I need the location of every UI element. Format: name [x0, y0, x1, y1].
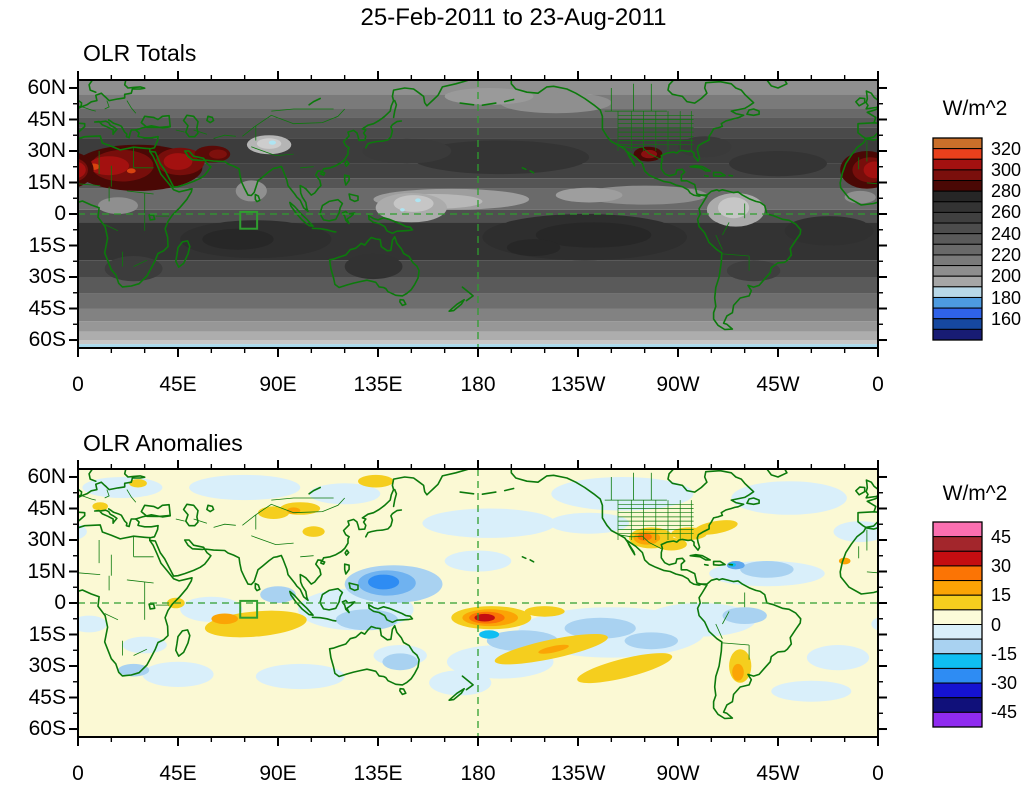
x-tick-label: 90E — [259, 373, 297, 396]
x-tick-label: 135E — [353, 373, 403, 396]
colorbar2-tick-label: -15 — [991, 643, 1018, 664]
colorbar1-units: W/m^2 — [942, 97, 1008, 120]
colorbar1-tick-label: 180 — [991, 287, 1022, 308]
y-tick-label: 30N — [27, 139, 66, 162]
y-tick-label: 45S — [28, 685, 66, 709]
colorbar1-tick-label: 260 — [991, 202, 1022, 223]
x-tick-label: 90E — [259, 762, 297, 785]
y-tick-label: 15N — [27, 559, 66, 583]
x-tick-label: 0 — [72, 373, 84, 396]
colorbar1-tick-label: 160 — [991, 308, 1022, 329]
x-tick-label: 180 — [460, 762, 496, 785]
colorbar1-tick-label: 200 — [991, 266, 1022, 287]
colorbar-2 — [932, 521, 983, 728]
colorbar1-tick-label: 220 — [991, 244, 1022, 265]
colorbar1-tick-label: 240 — [991, 223, 1022, 244]
y-tick-label: 15N — [27, 170, 66, 194]
y-tick-label: 45N — [27, 107, 66, 131]
colorbar1-tick-label: 280 — [991, 181, 1022, 202]
y-tick-label: 30S — [28, 265, 66, 288]
x-tick-label: 0 — [872, 373, 884, 396]
colorbar2-tick-label: 30 — [991, 555, 1012, 576]
colorbar1-tick-label: 300 — [991, 159, 1022, 180]
x-tick-label: 135E — [353, 762, 403, 785]
y-tick-label: 60S — [28, 717, 66, 740]
y-tick-label: 60N — [27, 76, 66, 99]
y-tick-label: 60N — [27, 465, 66, 488]
colorbar2-tick-label: -45 — [991, 702, 1018, 723]
colorbar2-tick-label: -30 — [991, 673, 1018, 694]
y-tick-label: 30N — [27, 528, 66, 551]
x-tick-label: 90W — [656, 762, 700, 785]
colorbar2-units: W/m^2 — [942, 482, 1008, 505]
figure-title: 25-Feb-2011 to 23-Aug-2011 — [360, 4, 667, 31]
panel2-title: OLR Anomalies — [83, 430, 243, 456]
y-tick-label: 15S — [28, 233, 66, 257]
y-tick-label: 0 — [54, 591, 66, 614]
y-tick-label: 15S — [28, 622, 66, 646]
x-tick-label: 90W — [656, 373, 700, 396]
colorbar2-tick-label: 15 — [991, 585, 1012, 606]
x-tick-label: 0 — [72, 762, 84, 785]
colorbar2-tick-label: 45 — [991, 526, 1012, 547]
map-anomalies — [78, 469, 878, 737]
colorbar1-tick-label: 320 — [991, 138, 1022, 159]
panel1-title: OLR Totals — [83, 40, 197, 66]
y-tick-label: 60S — [28, 328, 66, 351]
axis-ticks — [69, 460, 887, 746]
y-tick-label: 45S — [28, 296, 66, 320]
x-tick-label: 135W — [550, 373, 606, 396]
y-tick-label: 45N — [27, 496, 66, 520]
x-tick-label: 45E — [159, 762, 197, 785]
colorbar-1 — [932, 137, 983, 341]
x-tick-label: 45W — [756, 762, 800, 785]
x-tick-label: 0 — [872, 762, 884, 785]
map-totals — [78, 80, 878, 348]
x-tick-label: 45W — [756, 373, 800, 396]
x-tick-label: 135W — [550, 762, 606, 785]
colorbar2-tick-label: 0 — [991, 614, 1002, 635]
y-tick-label: 30S — [28, 654, 66, 677]
axis-ticks — [69, 71, 887, 357]
x-tick-label: 180 — [460, 373, 496, 396]
x-tick-label: 45E — [159, 373, 197, 396]
y-tick-label: 0 — [54, 202, 66, 225]
